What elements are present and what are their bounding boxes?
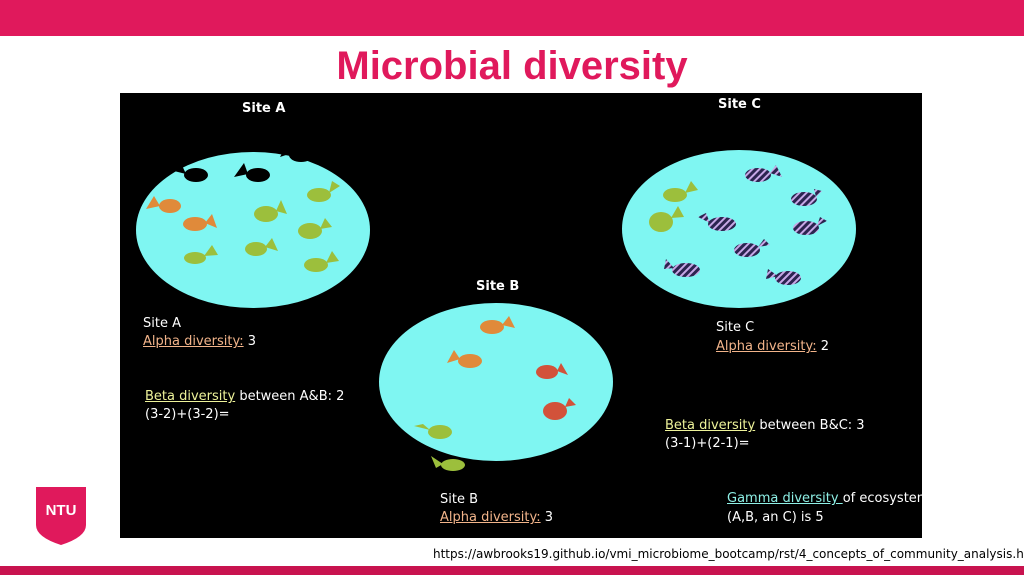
diagram-canvas	[136, 142, 856, 471]
beta-ab-line: Beta diversity between A&B: 2	[145, 388, 344, 406]
alpha-diversity-term: Alpha diversity:	[440, 510, 541, 525]
green-organism	[307, 188, 331, 202]
green-organism-tail	[685, 181, 698, 193]
green-organism	[304, 258, 328, 272]
site-b-heading: Site B	[476, 279, 520, 294]
green-organism	[441, 459, 465, 471]
site-a-heading: Site A	[242, 101, 286, 116]
black-organism-tail	[280, 142, 292, 157]
orange-organism	[458, 354, 482, 368]
gamma-diversity-term: Gamma diversity	[727, 491, 843, 506]
green-organism	[245, 242, 267, 256]
green-organism	[184, 252, 206, 264]
green-organism-tail	[265, 238, 278, 251]
green-organism	[649, 212, 673, 232]
green-organism-tail	[414, 424, 430, 430]
striped-organism-tail	[766, 269, 778, 279]
red-organism-tail	[565, 398, 576, 407]
green-organism-tail	[326, 251, 339, 263]
black-organism-tail	[234, 163, 248, 177]
gamma-text: of ecosystem	[842, 491, 930, 506]
beta-bc-formula: (3-1)+(2-1)=	[665, 436, 750, 451]
site-c-organisms	[649, 165, 827, 285]
slide-title: Microbial diversity	[336, 44, 688, 88]
beta-bc-text: between B&C: 3	[755, 418, 865, 433]
black-organism	[184, 168, 208, 182]
site-b-alpha-value: 3	[540, 510, 554, 525]
gamma-line: Gamma diversity of ecosystem	[727, 490, 929, 508]
site-a-organisms	[146, 142, 340, 272]
site-c-alpha: Alpha diversity: 2	[716, 338, 829, 356]
green-organism-tail	[329, 181, 340, 193]
green-organism	[254, 206, 278, 222]
striped-organism-tail	[664, 259, 674, 269]
green-organism-tail	[431, 456, 443, 468]
site-c-label: Site C	[716, 320, 755, 335]
site-a-alpha-value: 3	[243, 334, 257, 349]
striped-organism	[775, 271, 801, 285]
orange-organism-tail	[447, 350, 460, 363]
alpha-diversity-term: Alpha diversity:	[716, 339, 817, 354]
beta-diversity-term: Beta diversity	[145, 389, 236, 404]
ntu-logo-text: NTU	[45, 502, 77, 519]
site-b-pond	[379, 303, 613, 461]
striped-organism	[745, 168, 771, 182]
green-organism	[298, 223, 322, 239]
orange-organism-tail	[146, 196, 160, 209]
green-organism	[663, 188, 687, 202]
striped-organism-tail	[758, 239, 770, 247]
red-organism-tail	[557, 363, 568, 375]
alpha-diversity-term: Alpha diversity:	[143, 334, 244, 349]
green-organism-tail	[671, 206, 684, 218]
ntu-logo	[36, 487, 86, 545]
red-organism	[543, 402, 567, 420]
striped-organism	[793, 221, 819, 235]
striped-organism	[708, 217, 736, 231]
source-url: https://awbrooks19.github.io/vmi_microbi…	[433, 547, 1024, 561]
beta-ab-text: between A&B: 2	[235, 389, 345, 404]
black-organism	[289, 148, 313, 162]
site-b-alpha: Alpha diversity: 3	[440, 509, 553, 527]
site-b-label: Site B	[440, 492, 479, 507]
orange-organism	[183, 217, 207, 231]
striped-organism-tail	[817, 217, 827, 226]
site-c-heading: Site C	[718, 97, 761, 112]
beta-diversity-term: Beta diversity	[665, 418, 756, 433]
site-a-label: Site A	[143, 316, 181, 331]
striped-organism-tail	[698, 213, 710, 223]
striped-organism	[791, 192, 817, 206]
green-organism-tail	[320, 218, 332, 229]
orange-organism	[480, 320, 504, 334]
orange-organism-tail	[205, 214, 217, 228]
orange-organism	[159, 199, 181, 213]
green-organism-tail	[204, 245, 218, 256]
striped-organism-tail	[770, 165, 782, 177]
black-organism	[246, 168, 270, 182]
black-organism-tail	[170, 161, 186, 174]
site-a-alpha: Alpha diversity: 3	[143, 333, 256, 351]
beta-bc-line: Beta diversity between B&C: 3	[665, 417, 865, 435]
striped-organism	[734, 243, 760, 257]
site-c-alpha-value: 2	[816, 339, 830, 354]
green-organism-tail	[276, 200, 287, 214]
gamma-line-2: (A,B, an C) is 5	[727, 510, 824, 525]
green-organism	[428, 425, 452, 439]
bottom-accent-bar	[0, 566, 1024, 575]
orange-organism-tail	[502, 316, 515, 328]
striped-organism	[672, 263, 700, 277]
red-organism	[536, 365, 558, 379]
site-b-organisms	[414, 316, 576, 471]
diversity-diagram: Site A Site C Site B Site A Alpha divers…	[120, 93, 929, 538]
beta-ab-formula: (3-2)+(3-2)=	[145, 407, 230, 422]
top-accent-bar	[0, 0, 1024, 36]
striped-organism-tail	[814, 189, 822, 197]
